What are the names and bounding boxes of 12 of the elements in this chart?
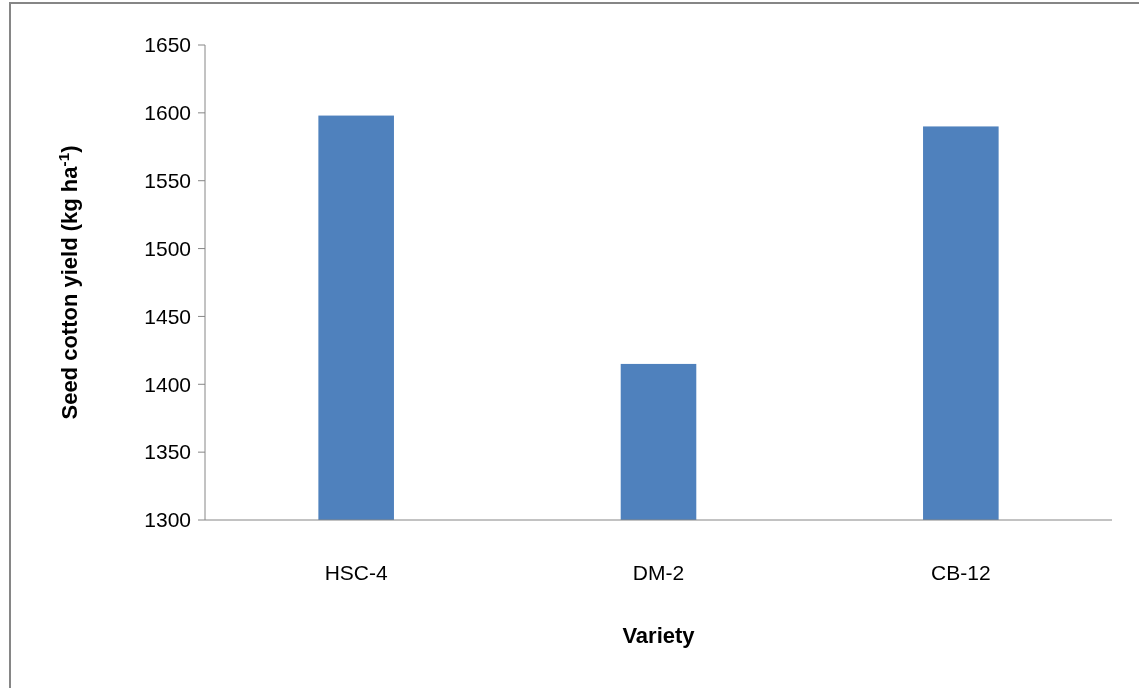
- x-tick-label: CB-12: [931, 561, 991, 584]
- x-tick-label: DM-2: [632, 561, 685, 584]
- y-tick-label: 1450: [144, 304, 191, 328]
- y-tick-label: 1400: [144, 372, 191, 396]
- y-tick-label: 1650: [144, 33, 191, 57]
- y-tick-label: 1550: [144, 169, 191, 193]
- y-tick-label: 1300: [144, 508, 191, 532]
- x-axis-title: Variety: [622, 623, 696, 648]
- y-tick-label: 1600: [144, 101, 191, 125]
- x-tick-label: HSC-4: [324, 561, 388, 584]
- y-tick-label: 1350: [144, 440, 191, 464]
- y-tick-label: 1500: [144, 236, 191, 260]
